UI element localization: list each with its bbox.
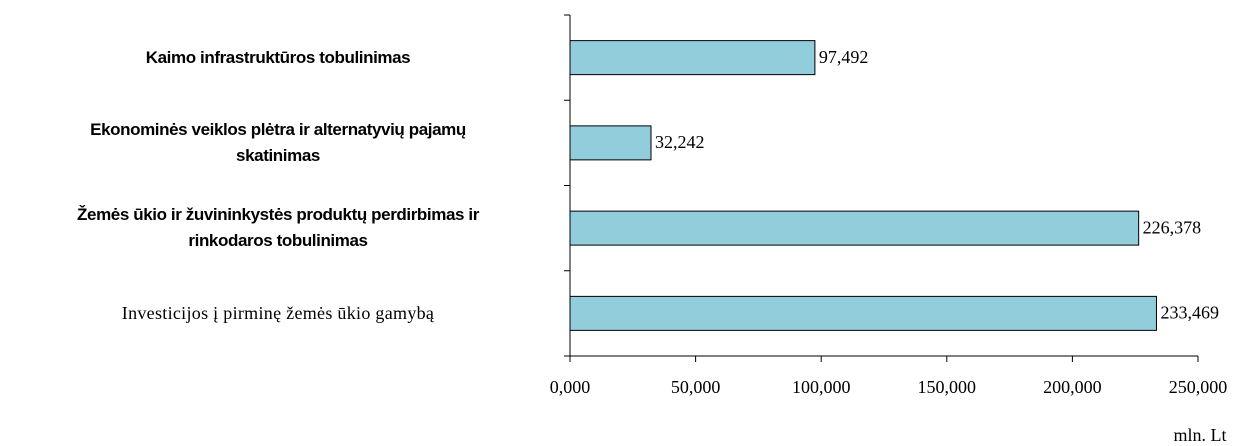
value-label: 97,492	[819, 47, 869, 67]
x-tick-label: 250,000	[1169, 377, 1228, 397]
x-axis-label: mln. Lt	[1174, 425, 1227, 445]
value-label: 32,242	[655, 132, 705, 152]
x-tick-label: 0,000	[550, 377, 591, 397]
x-tick-label: 200,000	[1043, 377, 1102, 397]
bar	[569, 295, 1157, 331]
y-tick-label: Kaimo infrastruktūros tobulinimas	[145, 47, 411, 67]
x-tick-label: 50,000	[671, 377, 721, 397]
value-label: 226,378	[1143, 217, 1202, 237]
y-tick-label: Ekonominės veiklos plėtra ir alternatyvi…	[90, 119, 466, 165]
value-label: 233,469	[1160, 303, 1219, 323]
x-tick-label: 150,000	[918, 377, 977, 397]
y-tick-label: Investicijos į pirminę žemės ūkio gamybą	[121, 303, 435, 324]
bar	[569, 210, 1140, 246]
bar	[569, 40, 816, 76]
y-tick-label: Žemės ūkio ir žuvininkystės produktų per…	[77, 205, 479, 251]
bar	[569, 125, 652, 161]
x-tick-label: 100,000	[792, 377, 851, 397]
